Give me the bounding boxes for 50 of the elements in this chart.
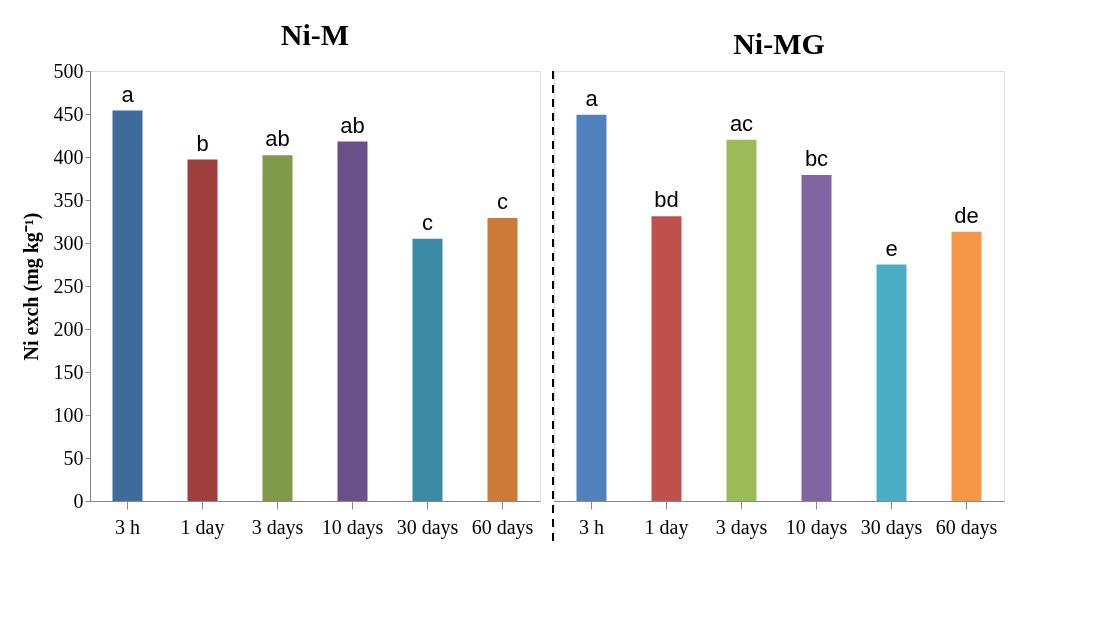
x-tick-label: 10 days: [785, 515, 848, 539]
data-label: a: [585, 85, 599, 111]
data-label: de: [954, 202, 979, 228]
chart-title: Ni-MG: [733, 27, 825, 60]
y-tick-label: 50: [63, 446, 84, 469]
x-tick-label: 1 day: [644, 515, 689, 539]
x-tick-label: 3 h: [579, 515, 604, 538]
data-label: c: [422, 209, 433, 235]
x-tick-label: 10 days: [321, 515, 384, 539]
y-tick-label: 200: [53, 317, 84, 340]
data-label: ab: [340, 112, 365, 138]
y-tick-label: 250: [53, 274, 84, 297]
bar: [487, 218, 518, 501]
bar: [951, 231, 982, 501]
bar: [576, 114, 607, 501]
data-label: c: [497, 189, 508, 215]
y-tick-label: 450: [53, 102, 84, 125]
x-tick-label: 30 days: [396, 515, 459, 539]
y-tick-label: 350: [53, 188, 84, 211]
x-tick-label: 60 days: [471, 515, 534, 539]
bar: [337, 141, 368, 501]
bar: [876, 264, 907, 501]
x-tick-label: 60 days: [935, 515, 998, 539]
y-tick-label: 500: [53, 59, 84, 82]
y-tick-label: 0: [73, 489, 84, 512]
x-tick-label: 3 h: [115, 515, 140, 538]
data-label: a: [121, 81, 135, 107]
x-tick-label: 1 day: [180, 515, 225, 539]
x-tick-label: 3 days: [715, 515, 768, 539]
x-tick-label: 3 days: [251, 515, 304, 539]
y-tick-label: 400: [53, 145, 84, 168]
data-label: bc: [804, 146, 829, 172]
bar: [412, 238, 443, 501]
bar: [726, 139, 757, 501]
y-axis-title: Ni exch (mg kg⁻¹): [19, 212, 43, 361]
bar: [187, 159, 218, 501]
data-label: ab: [265, 126, 290, 152]
bar: [262, 155, 293, 501]
bar: [801, 175, 832, 501]
data-label: bd: [654, 187, 679, 213]
x-tick-label: 30 days: [860, 515, 923, 539]
chart-title: Ni-M: [280, 18, 350, 51]
y-tick-label: 300: [53, 231, 84, 254]
bar: [112, 110, 143, 501]
y-tick-label: 150: [53, 360, 84, 383]
data-label: e: [885, 235, 898, 261]
data-label: b: [196, 130, 209, 156]
bar: [651, 216, 682, 501]
y-tick-label: 100: [53, 403, 84, 426]
data-label: ac: [729, 110, 754, 136]
